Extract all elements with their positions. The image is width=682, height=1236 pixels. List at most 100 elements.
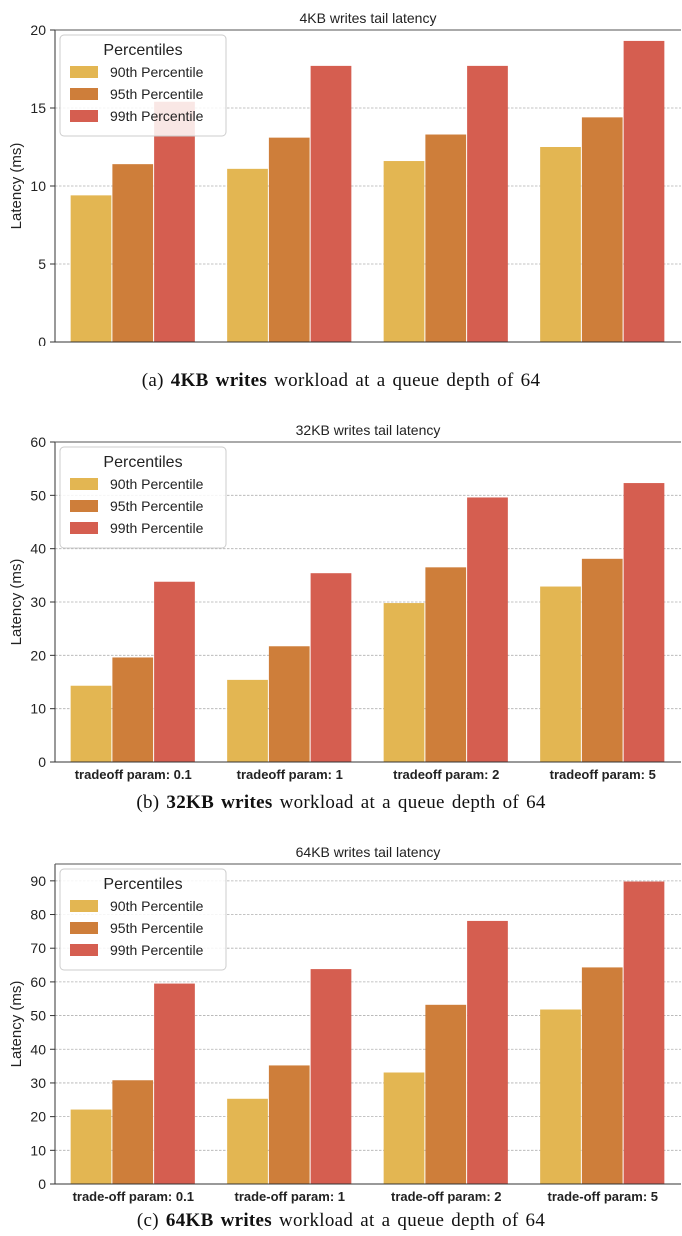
y-tick-label: 20 [30,647,46,663]
bar-99th-percentile [154,101,195,342]
legend-swatch [70,900,98,912]
y-tick-label: 15 [30,100,46,116]
x-tick-label: tradeoff param: 0.1 [75,767,192,782]
caption-32kb: (b) 32KB writes workload at a queue dept… [0,792,682,814]
bar-95th-percentile [268,137,310,342]
y-axis-label: Latency (ms) [8,981,25,1068]
legend-title: Percentiles [103,42,182,59]
bar-99th-percentile [623,40,665,343]
caption-4kb: (a) 4KB writes workload at a queue depth… [0,370,682,392]
bar-99th-percentile [467,65,508,342]
y-tick-label: 60 [30,434,46,450]
legend-label: 99th Percentile [110,942,204,958]
legend-box [59,34,227,137]
y-tick-label: 20 [30,22,46,38]
x-tick-label: trade-off param: 1 [234,1189,345,1204]
y-tick-label: 20 [30,1109,46,1125]
bar-99th-percentile [623,483,665,762]
legend-title: Percentiles [103,876,182,893]
legend-title: Percentiles [103,454,182,471]
y-tick-label: 0 [38,754,46,770]
bar-90th-percentile [540,1009,581,1184]
chart-title: 32KB writes tail latency [296,422,441,438]
y-axis-label: Latency (ms) [8,143,25,230]
legend-swatch [70,478,98,490]
chart-panel-64kb: 64KB writes tail latency 0 10 20 30 40 50 60 70 8… [0,842,682,1208]
caption-bold: 32KB writes [166,792,273,813]
bar-95th-percentile [425,567,467,762]
x-tick-label: trade-off param: 0.1 [73,1189,194,1204]
caption-prefix: (b) [136,792,167,813]
bar-90th-percentile [383,161,425,342]
legend-label: 95th Percentile [110,920,204,936]
legend-label: 99th Percentile [110,520,204,536]
bar-90th-percentile [383,1072,425,1184]
legend-swatch [70,500,98,512]
legend-box [59,446,227,549]
legend-label: 95th Percentile [110,498,204,514]
bar-99th-percentile [310,65,352,342]
caption-prefix: (a) [141,370,171,391]
bar-95th-percentile [268,646,310,762]
legend-swatch [70,944,98,956]
bar-90th-percentile [227,168,268,342]
legend-swatch [70,522,98,534]
x-tick-label: trade-off param: 5 [547,1189,658,1204]
caption-bold: 4KB writes [170,370,268,391]
legend-label: 90th Percentile [110,64,204,80]
y-tick-label: 10 [30,178,46,194]
bar-90th-percentile [383,603,425,762]
y-axis-label: Latency (ms) [8,559,25,646]
y-tick-label: 40 [30,1041,46,1057]
y-tick-label: 0 [38,334,46,346]
x-tick-label: tradeoff param: 1 [237,767,343,782]
legend-label: 95th Percentile [110,86,204,102]
caption-bold: 64KB writes [165,1210,272,1231]
bar-95th-percentile [581,117,623,342]
legend-swatch [70,922,98,934]
y-tick-label: 50 [30,487,46,503]
y-tick-label: 0 [38,1176,46,1192]
bar-99th-percentile [623,881,665,1184]
caption-64kb: (c) 64KB writes workload at a queue dept… [0,1210,682,1232]
y-tick-label: 90 [30,873,46,889]
y-tick-label: 10 [30,1142,46,1158]
legend-swatch [70,88,98,100]
bar-90th-percentile [227,1098,268,1184]
caption-rest: workload at a queue depth of 64 [271,1210,546,1231]
bar-99th-percentile [154,581,195,762]
bar-90th-percentile [540,147,581,342]
legend-label: 90th Percentile [110,898,204,914]
y-tick-label: 80 [30,907,46,923]
legend-label: 90th Percentile [110,476,204,492]
bar-99th-percentile [310,969,352,1184]
y-tick-label: 60 [30,974,46,990]
y-tick-label: 10 [30,701,46,717]
caption-rest: workload at a queue depth of 64 [267,370,541,391]
y-tick-label: 30 [30,1075,46,1091]
y-tick-label: 30 [30,594,46,610]
bar-95th-percentile [425,134,467,342]
x-tick-label: tradeoff param: 2 [393,767,499,782]
chart-64kb-writes: 64KB writes tail latency 0 10 20 30 40 50 60 70 8… [8,844,681,1204]
bar-95th-percentile [581,967,623,1184]
chart-panel-32kb: 32KB writes tail latency 0 10 20 30 40 50 60 Lat… [0,420,682,786]
x-tick-label: tradeoff param: 5 [550,767,656,782]
bar-95th-percentile [112,1080,154,1184]
bar-99th-percentile [467,497,508,762]
caption-prefix: (c) [136,1210,166,1231]
legend-box [59,868,227,971]
bar-90th-percentile [70,685,112,762]
bar-90th-percentile [227,679,268,762]
bar-95th-percentile [581,558,623,762]
chart-title: 4KB writes tail latency [300,10,437,26]
chart-4kb-writes: 4KB writes tail latency 0 5 10 15 20 Latency (… [8,10,681,346]
bar-95th-percentile [425,1004,467,1184]
chart-32kb-writes: 32KB writes tail latency 0 10 20 30 40 50 60 Lat… [8,422,681,782]
legend-swatch [70,66,98,78]
bar-95th-percentile [112,657,154,762]
bar-90th-percentile [70,1109,112,1184]
y-tick-label: 5 [38,256,46,272]
chart-title: 64KB writes tail latency [296,844,441,860]
y-tick-label: 40 [30,541,46,557]
